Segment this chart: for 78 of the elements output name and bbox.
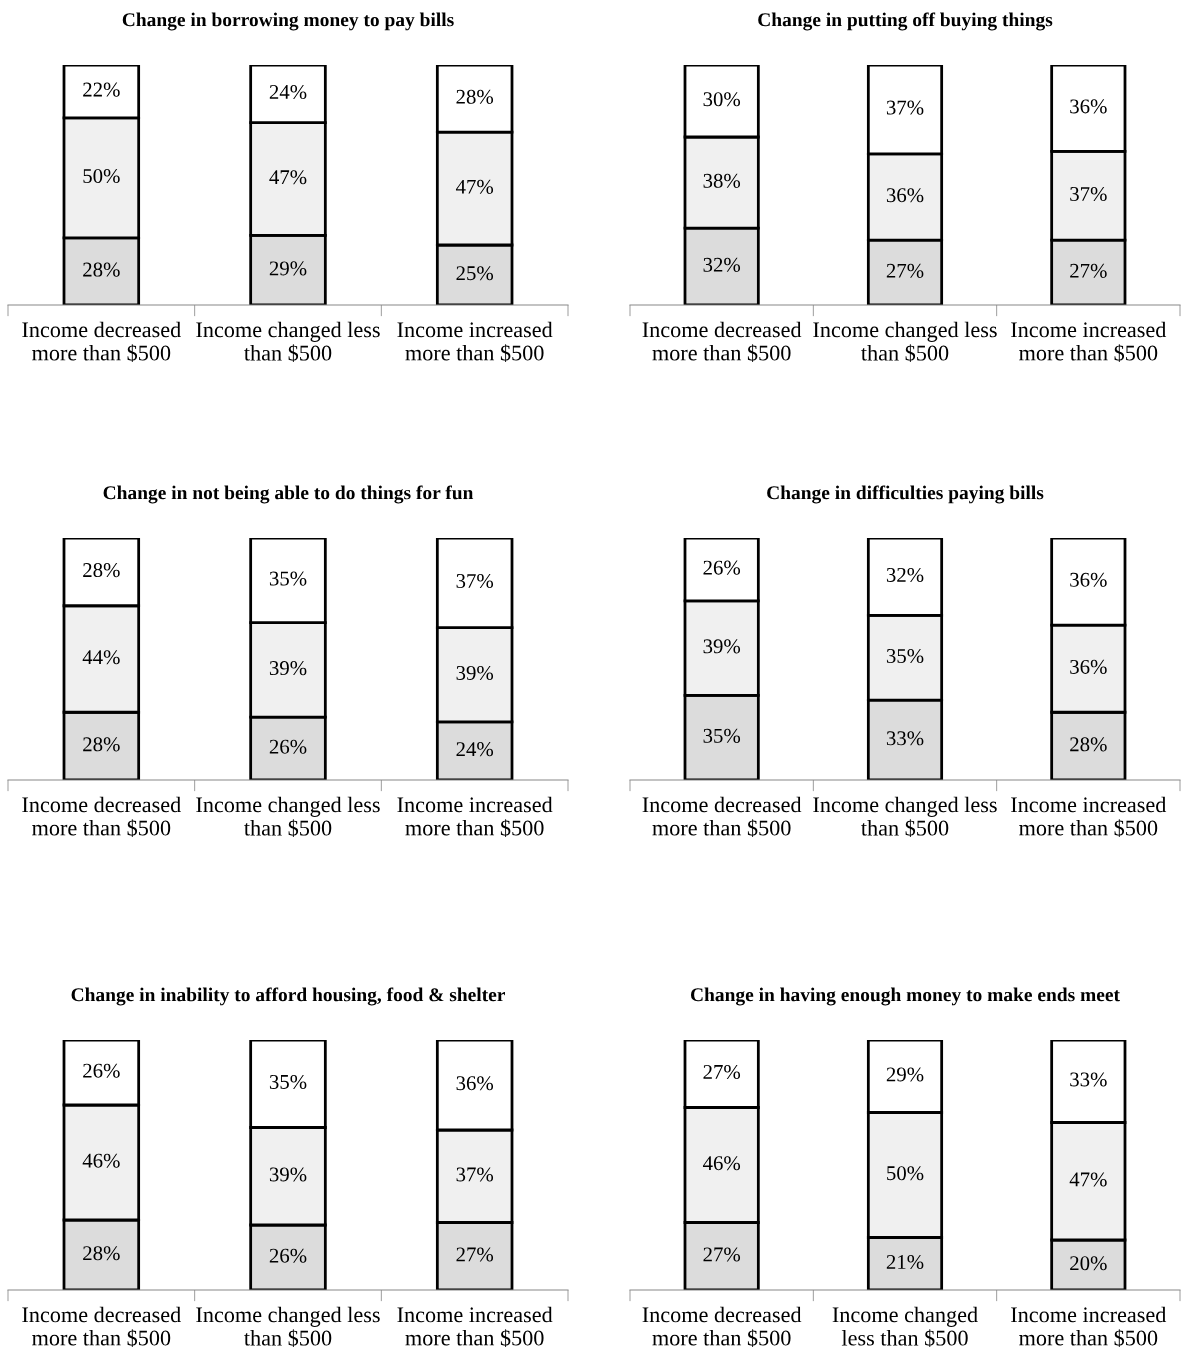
- data-label: 22%: [83, 82, 120, 97]
- data-label: 35%: [703, 728, 741, 743]
- data-label: 35%: [886, 648, 924, 664]
- data-label: 37%: [886, 100, 924, 115]
- chart-title: Change in putting off buying things: [758, 12, 1053, 31]
- data-label: 27%: [703, 1247, 741, 1262]
- data-label: 26%: [703, 560, 741, 575]
- data-label: 39%: [269, 1167, 307, 1182]
- data-label: 27%: [886, 263, 924, 278]
- x-tick-label: Income changed less than $500: [196, 321, 380, 363]
- chart-title: Change in difficulties paying bills: [767, 485, 1044, 504]
- data-label: 47%: [269, 170, 307, 185]
- data-label: 37%: [456, 573, 494, 589]
- data-label: 39%: [269, 661, 307, 676]
- x-tick-label: Income increased more than $500: [1011, 1306, 1167, 1348]
- data-label: 27%: [1070, 263, 1107, 278]
- x-tick-label: Income increased more than $500: [1011, 796, 1167, 838]
- chart-title: Change in borrowing money to pay bills: [122, 12, 454, 31]
- data-label: 37%: [456, 1167, 494, 1182]
- data-label: 36%: [456, 1076, 494, 1091]
- data-label: 39%: [456, 665, 494, 681]
- x-tick-label: Income decreased more than $500: [22, 1306, 181, 1348]
- data-label: 36%: [886, 188, 924, 203]
- chart-title: Change in inability to afford housing, food & shelter: [71, 987, 506, 1006]
- x-tick-label: Income increased more than $500: [397, 796, 553, 838]
- data-label: 32%: [886, 567, 924, 582]
- data-label: 30%: [703, 92, 741, 107]
- chart-title: Change in having enough money to make ends meet: [690, 987, 1120, 1006]
- data-label: 21%: [886, 1254, 924, 1270]
- data-label: 35%: [269, 1074, 307, 1090]
- x-tick-label: Income decreased more than $500: [22, 321, 181, 363]
- data-label: 36%: [1070, 99, 1107, 114]
- data-label: 27%: [456, 1247, 494, 1262]
- data-label: 26%: [83, 1063, 120, 1078]
- data-label: 33%: [886, 731, 924, 746]
- x-tick-label: Income decreased more than $500: [642, 321, 802, 363]
- data-label: 47%: [455, 179, 494, 194]
- x-tick-label: Income decreased more than $500: [642, 1306, 802, 1348]
- data-label: 46%: [702, 1156, 741, 1171]
- x-tick-label: Income decreased more than $500: [642, 796, 802, 838]
- data-label: 25%: [456, 266, 494, 281]
- data-label: 29%: [269, 261, 307, 276]
- data-label: 35%: [269, 571, 307, 586]
- x-tick-label: Income increased more than $500: [1011, 321, 1167, 363]
- data-label: 36%: [1070, 572, 1107, 587]
- data-label: 33%: [1070, 1072, 1107, 1087]
- data-label: 44%: [82, 650, 120, 665]
- data-label: 46%: [82, 1153, 120, 1168]
- data-label: 26%: [269, 739, 307, 754]
- data-label: 50%: [887, 1166, 924, 1181]
- x-tick-label: Income changed less than $500: [813, 321, 997, 363]
- data-label: 28%: [83, 262, 120, 277]
- data-label: 24%: [269, 84, 307, 100]
- data-label: 28%: [1070, 737, 1107, 752]
- data-label: 47%: [1069, 1172, 1107, 1187]
- data-label: 37%: [1070, 186, 1107, 202]
- data-label: 39%: [703, 639, 741, 654]
- x-tick-label: Income changed less than $500: [196, 1306, 380, 1348]
- data-label: 27%: [703, 1064, 741, 1080]
- data-label: 38%: [703, 173, 741, 188]
- data-label: 28%: [83, 1246, 120, 1261]
- x-tick-label: Income changed less than $500: [196, 796, 380, 838]
- data-label: 50%: [83, 168, 120, 184]
- data-label: 28%: [83, 737, 120, 752]
- x-tick-label: Income changed less than $500: [813, 796, 997, 838]
- data-label: 28%: [456, 89, 494, 104]
- x-tick-label: Income increased more than $500: [397, 321, 553, 363]
- x-tick-label: Income increased more than $500: [397, 1306, 553, 1348]
- chart-title: Change in not being able to do things for fun: [103, 485, 474, 504]
- data-label: 24%: [456, 742, 494, 757]
- data-label: 28%: [83, 563, 120, 578]
- data-label: 32%: [703, 257, 741, 272]
- data-label: 36%: [1070, 659, 1107, 674]
- data-label: 29%: [886, 1067, 924, 1082]
- x-tick-label: Income changed less than $500: [832, 1306, 978, 1348]
- x-tick-label: Income decreased more than $500: [22, 796, 181, 838]
- data-label: 26%: [269, 1248, 307, 1263]
- data-label: 20%: [1070, 1256, 1107, 1271]
